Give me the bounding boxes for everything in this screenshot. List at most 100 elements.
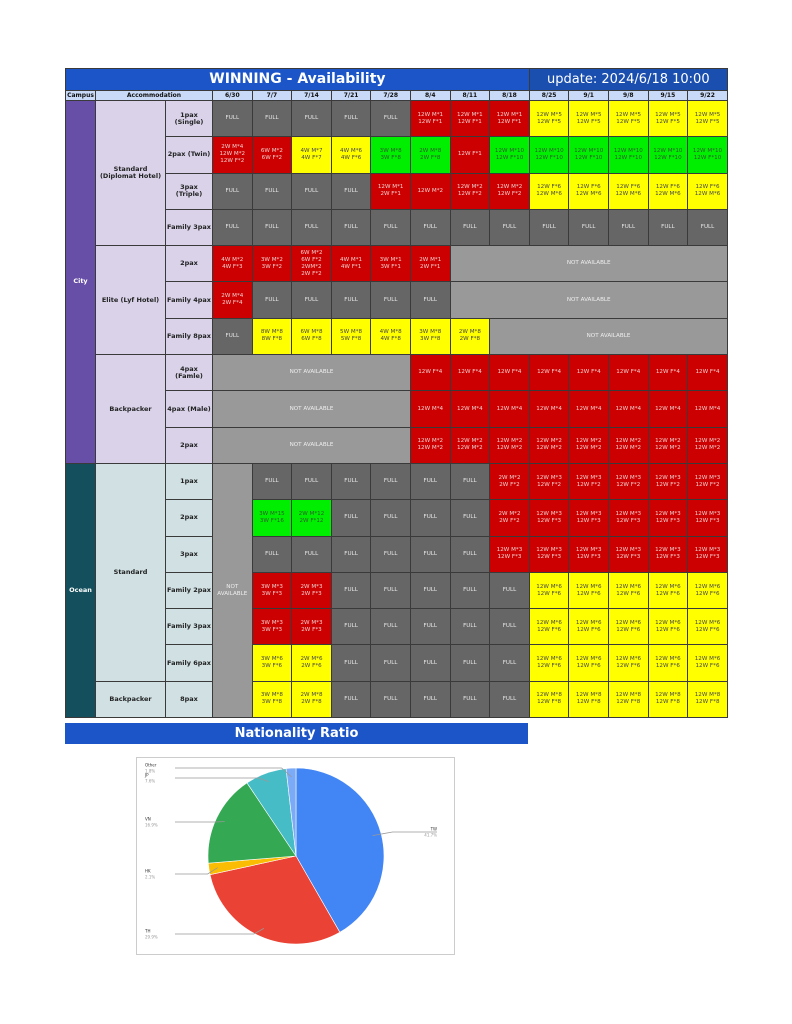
availability-cell-many-left: 12W M*10 12W F*10 — [608, 136, 649, 174]
room-type: 4pax (Male) — [165, 390, 213, 428]
availability-cell-available: 3W M*8 3W F*8 — [409, 317, 451, 356]
availability-cell-full: FULL — [449, 535, 491, 573]
table-row: Elite (Lyf Hotel) 2pax 4W M*2 4W F*3 3W M*2… — [66, 245, 728, 356]
date-header: 8/18 — [489, 90, 530, 101]
room-type: 2pax — [165, 499, 213, 537]
availability-cell-full: FULL — [370, 499, 411, 537]
availability-cell-few-left: 12W M*1 12W F*1 — [409, 99, 451, 138]
leader-line — [175, 928, 265, 935]
slice-label: VN — [145, 817, 151, 822]
availability-cell-full: FULL — [489, 208, 530, 247]
availability-cell-few-left: 12W M*4 — [409, 390, 451, 428]
pie-slice-tw — [295, 767, 385, 933]
availability-cell-available: 6W M*8 6W F*8 — [291, 317, 332, 356]
room-type: 2pax — [165, 426, 213, 464]
table-row: 4pax (Male) NOT AVAILABLE 12W M*4 12W M*4 12… — [66, 390, 728, 428]
availability-cell-available: 2W M*8 2W F*8 — [449, 317, 491, 356]
availability-cell-few-left: 6W M*2 6W F*2 2WM*2 2W F*2 — [291, 245, 332, 283]
availability-cell-few-left: 12W M*1 12W F*1 — [489, 99, 530, 138]
availability-cell-few-left: 12W M*3 12W F*3 — [489, 535, 530, 573]
availability-cell-full: FULL — [409, 281, 451, 319]
date-header: 6/30 — [212, 90, 253, 101]
table-row: City Standard (Diplomat Hotel) 1pax (Singl… — [65, 99, 728, 464]
availability-cell-many-left: 12W M*10 12W F*10 — [647, 136, 689, 174]
availability-cell-few-left: 12W M*2 12W M*2 — [608, 426, 649, 464]
table-row: Family 4pax 2W M*4 2W F*4 FULL FULL FULL FULL… — [66, 281, 728, 319]
room-type: Family 4pax — [165, 281, 213, 319]
date-header: 9/22 — [687, 90, 728, 101]
date-header: 8/11 — [449, 90, 491, 101]
availability-cell-few-left: 12W M*3 12W F*2 — [647, 462, 689, 501]
date-header: 9/8 — [608, 90, 649, 101]
availability-cell-full: FULL — [370, 608, 411, 646]
availability-cell-full: FULL — [449, 499, 491, 537]
availability-cell-full: FULL — [251, 208, 293, 247]
leader-line — [175, 867, 218, 875]
availability-cell-available: 12W M*8 12W F*8 — [608, 680, 649, 719]
availability-cell-few-left: 12W M*4 — [647, 390, 689, 428]
pie-slice-other — [285, 767, 297, 857]
availability-cell-few-left: 12W M*2 12W M*2 — [528, 426, 570, 464]
availability-cell-full: FULL — [212, 172, 253, 210]
availability-cell-available: 12W M*6 12W F*6 — [568, 608, 609, 646]
availability-cell-full: FULL — [370, 680, 411, 719]
table-row: 2pax (Twin) 2W M*4 12W M*2 12W F*2 6W M*2 … — [66, 136, 728, 174]
availability-cell-full: FULL — [409, 535, 451, 573]
availability-cell-many-left: 12W M*10 12W F*10 — [528, 136, 570, 174]
availability-cell-available: 5W M*8 5W F*8 — [330, 317, 372, 356]
availability-cell-few-left: 12W M*2 — [409, 172, 451, 210]
availability-cell-full: FULL — [409, 462, 451, 501]
slice-percent: 29.9% — [145, 935, 158, 940]
availability-cell-full: FULL — [330, 99, 372, 138]
availability-cell-few-left: 12W M*3 12W F*2 — [568, 462, 609, 501]
availability-cell-few-left: 12W M*4 — [449, 390, 491, 428]
availability-cell-full: FULL — [449, 680, 491, 719]
table-row: Family 8pax FULL 8W M*8 8W F*8 6W M*8 6W F*… — [66, 317, 728, 356]
availability-cell-available: 12W M*6 12W F*6 — [647, 608, 689, 646]
availability-cell-few-left: 12W F*1 — [449, 136, 491, 174]
availability-cell-few-left: 12W M*3 12W F*3 — [608, 535, 649, 573]
room-type: Family 2pax — [165, 571, 213, 610]
availability-cell-full: FULL — [409, 608, 451, 646]
availability-cell-few-left: 12W F*4 — [449, 354, 491, 392]
table-row: Backpacker 8pax 3W M*8 3W F*8 2W M*8 2W F*8… — [66, 680, 728, 719]
availability-cell-available: 12W M*6 12W F*6 — [528, 571, 570, 610]
availability-cell-few-left: 2W M*2 2W F*2 — [489, 462, 530, 501]
availability-cell-full: FULL — [212, 317, 253, 356]
slice-percent: 16.9% — [145, 823, 158, 828]
availability-cell-few-left: 12W M*3 12W F*3 — [568, 535, 609, 573]
availability-cell-few-left: 12W M*3 12W F*3 — [568, 499, 609, 537]
availability-cell-full: FULL — [608, 208, 649, 247]
header-accommodation: Accommodation — [95, 90, 213, 101]
availability-table: WINNING - Availability update: 2024/6/18… — [65, 68, 728, 719]
availability-cell-few-left: 12W F*4 — [528, 354, 570, 392]
pie-slice-th — [209, 855, 341, 945]
availability-cell-few-left: 2W M*4 12W M*2 12W F*2 — [212, 136, 253, 174]
availability-cell-full: FULL — [251, 462, 293, 501]
availability-cell-few-left: 12W M*2 12W M*2 — [409, 426, 451, 464]
date-header: 7/7 — [251, 90, 293, 101]
leader-line — [175, 767, 292, 778]
availability-cell-full: FULL — [409, 571, 451, 610]
availability-cell-available: 12W M*8 12W F*8 — [568, 680, 609, 719]
room-type: 8pax — [165, 680, 213, 719]
availability-cell-available: 12W M*6 12W F*6 — [647, 571, 689, 610]
availability-cell-available: 2W M*6 2W F*6 — [291, 644, 332, 682]
availability-cell-not-available: NOT AVAILABLE — [449, 281, 728, 319]
availability-cell-available: 12W M*5 12W F*5 — [608, 99, 649, 138]
accommodation-type: Elite (Lyf Hotel) — [95, 245, 166, 356]
nationality-pie-chart: TW 41.7% TH 29.9% HK 2.1% VN 16.9% JP 7.6% Other 1.… — [136, 757, 455, 955]
table-row: Family 3pax FULL FULL FULL FULL FULL FULL FULL F… — [66, 208, 728, 247]
availability-cell-full: FULL — [449, 608, 491, 646]
table-row: 3pax FULL FULL FULL FULL FULL FULL 12W M*3 12W … — [66, 535, 728, 573]
availability-cell-few-left: 12W F*4 — [489, 354, 530, 392]
availability-cell-full: FULL — [370, 571, 411, 610]
availability-cell-few-left: 2W M*1 2W F*1 — [409, 245, 451, 283]
availability-cell-full: FULL — [568, 208, 609, 247]
availability-cell-available: 12W F*6 12W M*6 — [528, 172, 570, 210]
availability-cell-available: 12W F*6 12W M*6 — [568, 172, 609, 210]
availability-cell-available: 12W M*5 12W F*5 — [687, 99, 728, 138]
availability-cell-few-left: 12W F*4 — [687, 354, 728, 392]
availability-cell-few-left: 12W M*2 12W F*2 — [449, 172, 491, 210]
availability-cell-full: FULL — [647, 208, 689, 247]
